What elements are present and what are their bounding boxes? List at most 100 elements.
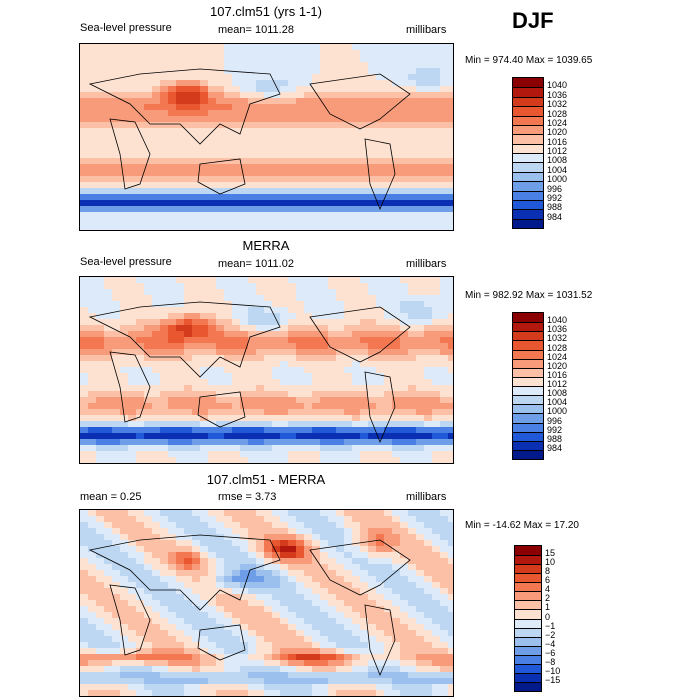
colorbar-label: 2: [545, 593, 551, 604]
colorbar-swatch: [515, 582, 541, 592]
colorbar-label: 1012: [547, 379, 568, 389]
colorbar-label: 1008: [547, 155, 568, 166]
colorbar-swatch: [513, 440, 543, 450]
colorbar-swatch: [515, 555, 541, 565]
colorbar-label: 992: [547, 424, 563, 435]
colorbar-swatch: [513, 134, 543, 144]
colorbar-swatch: [515, 645, 541, 655]
colorbar-label: 8: [545, 566, 551, 577]
colorbar-swatch: [513, 115, 543, 125]
colorbar-label: 1012: [547, 146, 568, 156]
colorbar-swatch: [513, 106, 543, 116]
colorbar-label: 1: [545, 602, 551, 613]
colorbar-label: 0: [545, 611, 551, 622]
colorbar-swatch: [513, 190, 543, 200]
colorbar-swatch: [513, 218, 543, 228]
colorbar-swatch: [515, 546, 541, 556]
colorbar-swatch: [513, 449, 543, 459]
panel-2-minmax: Min = 982.92 Max = 1031.52: [465, 290, 593, 301]
colorbar-label: 1024: [547, 351, 568, 362]
panel-1-variable: Sea-level pressure: [80, 22, 172, 34]
colorbar-swatch: [513, 124, 543, 135]
colorbar-swatch: [515, 681, 541, 691]
colorbar-swatch: [513, 153, 543, 163]
colorbar-label: 992: [547, 192, 563, 203]
colorbar-swatch: [513, 349, 543, 359]
colorbar-swatch: [513, 313, 543, 323]
panel-2-map: [79, 276, 454, 464]
colorbar-label: −10: [545, 665, 561, 676]
colorbar-label: 6: [545, 575, 551, 586]
colorbar-label: 1036: [547, 324, 568, 335]
colorbar-label: −6: [545, 647, 556, 658]
colorbar-swatch: [515, 609, 541, 619]
colorbar-label: 1004: [547, 397, 568, 408]
panel-2-colorbar: [512, 312, 544, 460]
panel-1-units: millibars: [406, 24, 447, 36]
colorbar-label: 988: [547, 202, 563, 213]
colorbar-swatch: [513, 322, 543, 332]
colorbar-swatch: [513, 395, 543, 405]
colorbar-swatch: [515, 636, 541, 646]
colorbar-label: 996: [547, 415, 563, 426]
panel-2-units: millibars: [406, 258, 447, 270]
colorbar-label: 984: [547, 211, 563, 222]
colorbar-label: 1040: [547, 315, 568, 326]
season-label: DJF: [512, 8, 554, 33]
colorbar-swatch: [515, 600, 541, 610]
colorbar-label: 1016: [547, 369, 568, 380]
colorbar-swatch: [513, 431, 543, 441]
panel-1-colorbar: [512, 77, 544, 229]
colorbar-label: 1020: [547, 127, 568, 138]
colorbar-swatch: [513, 143, 543, 153]
colorbar-swatch: [515, 654, 541, 664]
colorbar-swatch: [513, 181, 543, 191]
colorbar-swatch: [513, 199, 543, 210]
panel-2-mean: mean= 1011.02: [218, 258, 294, 270]
colorbar-label: 4: [545, 584, 551, 595]
colorbar-label: −1: [545, 620, 556, 631]
colorbar-swatch: [515, 618, 541, 628]
colorbar-label: 1040: [547, 80, 568, 91]
colorbar-label: 1024: [547, 117, 568, 128]
colorbar-swatch: [513, 78, 543, 88]
colorbar-label: −4: [545, 638, 556, 649]
panel-1-mean: mean= 1011.28: [218, 24, 294, 36]
colorbar-swatch: [513, 171, 543, 182]
colorbar-label: 1008: [547, 388, 568, 399]
colorbar-swatch: [515, 573, 541, 583]
colorbar-label: 1020: [547, 360, 568, 371]
panel-3-map: [79, 509, 454, 697]
colorbar-label: 10: [545, 557, 556, 568]
colorbar-swatch: [515, 672, 541, 682]
panel-1-minmax: Min = 974.40 Max = 1039.65: [465, 55, 593, 66]
colorbar-swatch: [513, 386, 543, 396]
panel-2-variable: Sea-level pressure: [80, 256, 172, 268]
panel-1-title: 107.clm51 (yrs 1-1): [210, 4, 322, 19]
colorbar-swatch: [513, 422, 543, 432]
colorbar-swatch: [513, 404, 543, 414]
colorbar-swatch: [513, 413, 543, 423]
colorbar-swatch: [513, 162, 543, 172]
colorbar-label: 1036: [547, 89, 568, 100]
colorbar-label: 1000: [547, 174, 568, 185]
panel-1-map: [79, 43, 454, 231]
colorbar-label: 988: [547, 433, 563, 444]
colorbar-swatch: [515, 591, 541, 601]
colorbar-label: −8: [545, 656, 556, 667]
colorbar-swatch: [515, 663, 541, 673]
colorbar-swatch: [513, 358, 543, 368]
colorbar-label: 1028: [547, 342, 568, 353]
colorbar-swatch: [513, 331, 543, 341]
colorbar-swatch: [513, 367, 543, 377]
colorbar-label: 1016: [547, 136, 568, 147]
colorbar-label: 1032: [547, 333, 568, 344]
colorbar-swatch: [513, 376, 543, 386]
panel-3-minmax: Min = -14.62 Max = 17.20: [465, 520, 579, 531]
panel-3-mean: mean = 0.25: [80, 491, 142, 503]
colorbar-swatch: [513, 209, 543, 219]
colorbar-label: 1028: [547, 108, 568, 119]
panel-3-units: millibars: [406, 491, 447, 503]
colorbar-label: 15: [545, 548, 556, 559]
colorbar-swatch: [515, 564, 541, 574]
